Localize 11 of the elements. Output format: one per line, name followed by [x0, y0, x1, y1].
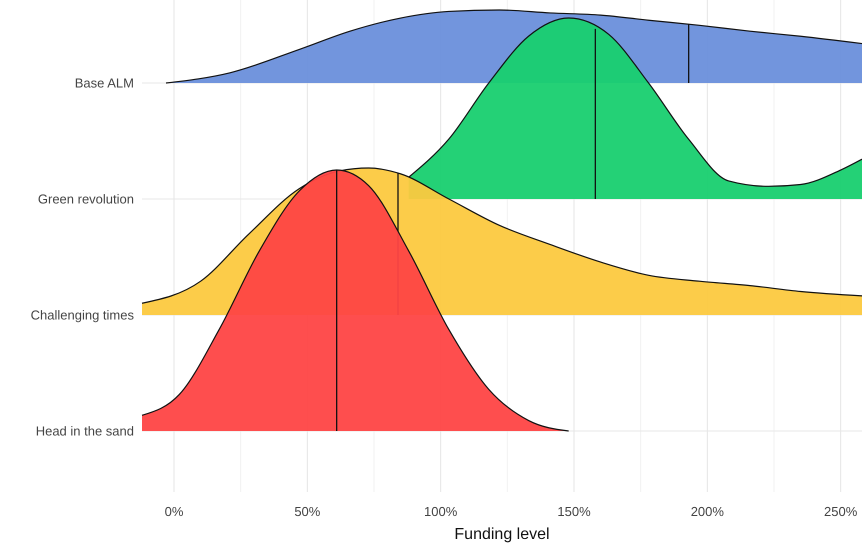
y-axis-title: Challenging times [30, 308, 134, 323]
x-tick-label: 0% [164, 504, 184, 519]
y-axis-title: Head in the sand [36, 424, 134, 439]
y-axis-title: Base ALM [74, 76, 134, 91]
x-tick-label: 50% [294, 504, 321, 519]
x-tick-label: 150% [557, 504, 592, 519]
x-axis-title: Funding level [454, 526, 550, 543]
x-tick-label: 100% [424, 504, 458, 519]
x-tick-label: 200% [690, 504, 724, 519]
y-axis-title: Green revolution [38, 192, 134, 207]
x-tick-label: 250% [824, 504, 858, 519]
